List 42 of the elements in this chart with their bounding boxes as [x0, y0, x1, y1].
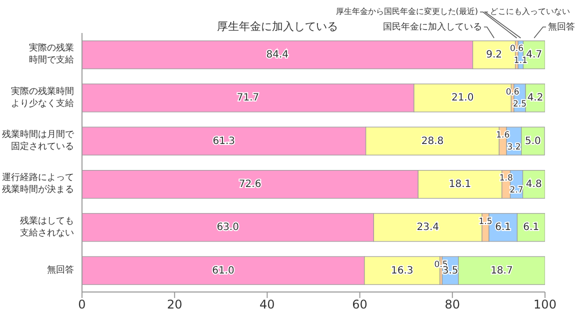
y-tick-label: 実際の残業時間より少なく支給	[11, 86, 74, 110]
x-tick-label: 100	[534, 298, 556, 312]
data-label: 71.7	[236, 92, 260, 104]
data-label: 61.3	[212, 136, 236, 147]
data-label: 61.0	[212, 265, 234, 276]
data-label: 6.1	[495, 222, 512, 234]
y-tick-label: 残業時間は月間で固定されている	[2, 129, 75, 152]
text: 厚生年金から国民年金に変更した(最近)	[336, 7, 478, 16]
data-label: 18.7	[490, 265, 513, 276]
data-label: 4.2	[527, 92, 544, 104]
x-tick-label: 60	[352, 298, 368, 312]
x-tick-label: 20	[166, 298, 182, 312]
x-tick-label: 80	[444, 298, 460, 312]
data-label: 18.1	[448, 179, 472, 190]
series-label: 厚生年金に加入している	[216, 20, 338, 34]
x-tick-label: 0	[78, 298, 86, 312]
y-tick-label: 実際の残業時間で支給	[29, 43, 74, 66]
data-label: 9.2	[486, 50, 502, 61]
text: どこにも入っていない	[490, 7, 570, 16]
y-tick-label: 無回答	[47, 264, 74, 276]
data-label: 3.2	[507, 142, 521, 152]
data-label: 6.1	[523, 222, 540, 234]
data-label: 1.8	[499, 174, 513, 184]
data-label: 1.6	[496, 130, 510, 140]
y-tick-label: 運行経路によって残業時間が決まる	[2, 172, 74, 196]
y-tick-label: 残業はしても支給されない	[20, 216, 74, 239]
data-label: 16.3	[391, 265, 414, 276]
data-label: 72.6	[238, 179, 262, 190]
data-label: 1.5	[478, 216, 492, 227]
data-label: 21.0	[451, 92, 474, 104]
data-label: 5.0	[525, 136, 541, 147]
series-label: 無回答	[548, 21, 575, 32]
x-tick-label: 40	[260, 298, 275, 312]
data-label: 4.7	[526, 50, 542, 61]
data-label: 2.7	[510, 186, 524, 196]
data-label: 63.0	[216, 222, 239, 234]
data-label: 23.4	[416, 222, 439, 234]
data-label: 2.5	[513, 99, 527, 110]
data-label: 28.8	[421, 136, 444, 147]
data-label: 4.8	[526, 179, 542, 190]
series-label: 国民年金に加入している	[383, 21, 482, 32]
data-label: 84.4	[266, 50, 289, 61]
